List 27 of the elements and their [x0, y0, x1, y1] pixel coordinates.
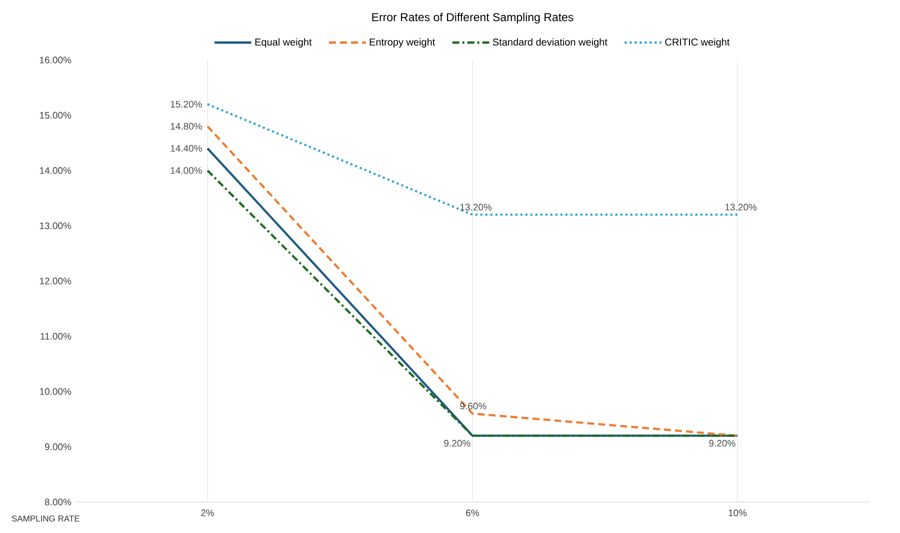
data-label: 9.20% — [444, 440, 470, 447]
data-label: 9.60% — [460, 402, 486, 410]
legend-label: CRITIC weight — [665, 38, 730, 48]
data-label: 14.40% — [170, 145, 202, 152]
y-tick-label: 13.00% — [40, 222, 72, 230]
legend-label: Equal weight — [255, 38, 312, 48]
data-label: 15.20% — [170, 100, 202, 108]
y-tick-label: 9.00% — [44, 443, 72, 450]
x-tick-label: 10% — [728, 510, 747, 516]
data-label: 13.20% — [725, 204, 757, 210]
data-label: 13.20% — [460, 204, 492, 210]
y-tick-label: 10.00% — [40, 388, 72, 395]
legend-label: Standard deviation weight — [492, 38, 608, 48]
data-label: 14.80% — [170, 122, 202, 130]
y-tick-label: 16.00% — [40, 56, 72, 64]
x-tick-label: 6% — [466, 510, 480, 516]
x-axis-title: SAMPLING RATE — [12, 516, 80, 522]
y-tick-label: 8.00% — [44, 498, 72, 506]
y-tick-label: 14.00% — [40, 167, 72, 174]
data-label: 14.00% — [170, 167, 202, 174]
y-tick-label: 12.00% — [40, 278, 72, 284]
data-label: 9.20% — [709, 440, 736, 447]
y-tick-label: 15.00% — [40, 112, 72, 119]
y-tick-label: 11.00% — [40, 332, 72, 340]
chart-title: Error Rates of Different Sampling Rates — [372, 12, 574, 24]
legend-label: Entropy weight — [370, 38, 436, 48]
x-tick-label: 2% — [201, 510, 214, 516]
